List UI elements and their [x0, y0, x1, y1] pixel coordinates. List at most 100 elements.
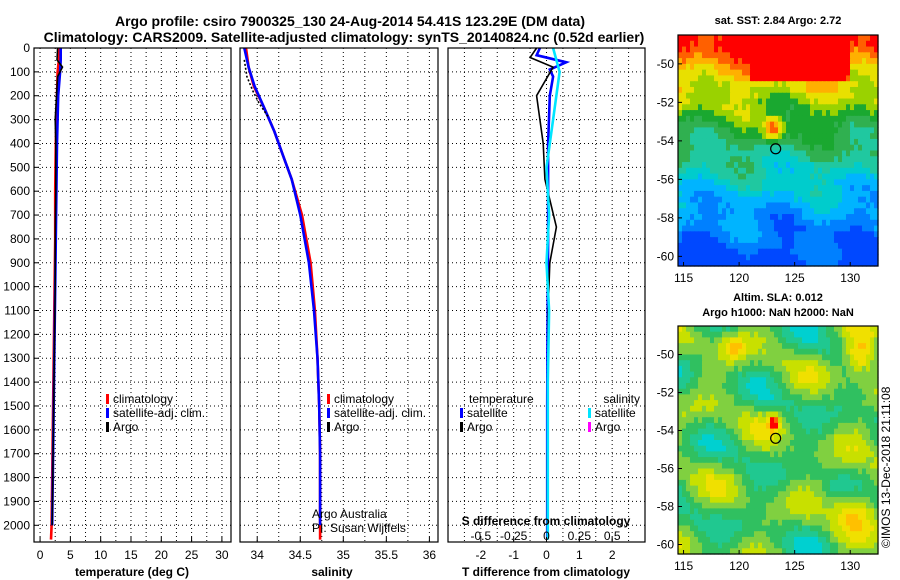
heatmap-cell [758, 445, 763, 452]
heatmap-cell [690, 144, 695, 152]
heatmap-cell [786, 462, 791, 470]
heatmap-cell [782, 548, 787, 555]
heatmap-cell [862, 231, 867, 238]
heatmap-cell [726, 354, 731, 361]
heatmap-cell [838, 428, 843, 435]
heatmap-cell [818, 468, 823, 475]
heatmap-cell [842, 150, 847, 157]
heatmap-cell [786, 440, 791, 447]
heatmap-cell [802, 360, 807, 367]
heatmap-cell [870, 383, 875, 390]
heatmap-cell [702, 46, 707, 53]
heatmap-cell [814, 86, 819, 94]
heatmap-cell [698, 405, 703, 413]
heatmap-cell [846, 167, 851, 175]
heatmap-cell [706, 167, 711, 175]
heatmap-cell [714, 445, 719, 452]
heatmap-cell [802, 479, 807, 487]
heatmap-cell [834, 260, 839, 267]
heatmap-cell [690, 542, 695, 549]
heatmap-cell [850, 326, 855, 333]
heatmap-cell [802, 150, 807, 157]
heatmap-cell [734, 196, 739, 204]
sla-heatmap-field [678, 326, 879, 555]
heatmap-cell [842, 514, 847, 521]
heatmap-cell [698, 242, 703, 250]
heatmap-cell [802, 337, 807, 344]
heatmap-cell [758, 231, 763, 238]
heatmap-cell [842, 343, 847, 350]
heatmap-cell [722, 331, 727, 338]
heatmap-cell [850, 371, 855, 378]
heatmap-cell [726, 394, 731, 401]
heatmap-cell [714, 156, 719, 163]
heatmap-cell [698, 360, 703, 367]
heatmap-cell [682, 502, 687, 509]
heatmap-cell [806, 98, 811, 105]
heatmap-cell [866, 485, 871, 492]
heatmap-cell [818, 343, 823, 350]
heatmap-cell [734, 248, 739, 256]
heatmap-cell [750, 417, 755, 424]
heatmap-cell [802, 185, 807, 192]
heatmap-cell [786, 491, 791, 498]
heatmap-cell [810, 121, 815, 129]
heatmap-cell [870, 508, 875, 515]
heatmap-cell [714, 337, 719, 344]
heatmap-cell [846, 214, 851, 221]
heatmap-cell [834, 133, 839, 140]
heatmap-cell [766, 156, 771, 163]
heatmap-cell [834, 502, 839, 509]
heatmap-cell [774, 434, 779, 441]
heatmap-cell [830, 536, 835, 544]
heatmap-cell [722, 536, 727, 544]
heatmap-cell [850, 248, 855, 256]
heatmap-cell [866, 417, 871, 424]
heatmap-cell [742, 440, 747, 447]
heatmap-cell [806, 400, 811, 407]
heatmap-cell [870, 485, 875, 492]
heatmap-cell [830, 365, 835, 373]
heatmap-cell [682, 81, 687, 88]
heatmap-cell [798, 202, 803, 209]
heatmap-cell [694, 411, 699, 418]
heatmap-cell [690, 445, 695, 452]
heatmap-cell [726, 497, 731, 504]
heatmap-cell [822, 40, 827, 48]
heatmap-cell [742, 474, 747, 481]
heatmap-cell [678, 400, 683, 407]
heatmap-cell [786, 231, 791, 238]
heatmap-cell [798, 167, 803, 175]
heatmap-cell [866, 121, 871, 129]
heatmap-cell [814, 331, 819, 338]
heatmap-cell [694, 167, 699, 175]
heatmap-cell [734, 536, 739, 544]
heatmap-cell [842, 394, 847, 401]
heatmap-cell [818, 58, 823, 65]
heatmap-cell [738, 58, 743, 65]
heatmap-cell [854, 173, 859, 180]
heatmap-cell [770, 121, 775, 129]
heatmap-cell [698, 225, 703, 232]
heatmap-cell [778, 75, 783, 82]
heatmap-cell [842, 127, 847, 134]
heatmap-cell [754, 531, 759, 538]
heatmap-cell [810, 248, 815, 256]
heatmap-cell [754, 237, 759, 244]
heatmap-cell [766, 248, 771, 256]
heatmap-cell [850, 502, 855, 509]
x-tick-label: 34 [251, 548, 265, 562]
heatmap-cell [710, 133, 715, 140]
heatmap-cell [698, 326, 703, 333]
heatmap-cell [738, 462, 743, 470]
heatmap-cell [822, 462, 827, 470]
heatmap-cell [846, 46, 851, 53]
heatmap-cell [782, 190, 787, 198]
heatmap-cell [834, 474, 839, 481]
heatmap-cell [770, 225, 775, 232]
heatmap-cell [710, 422, 715, 430]
heatmap-cell [698, 104, 703, 111]
heatmap-cell [682, 202, 687, 209]
heatmap-cell [730, 127, 735, 134]
heatmap-cell [718, 434, 723, 441]
